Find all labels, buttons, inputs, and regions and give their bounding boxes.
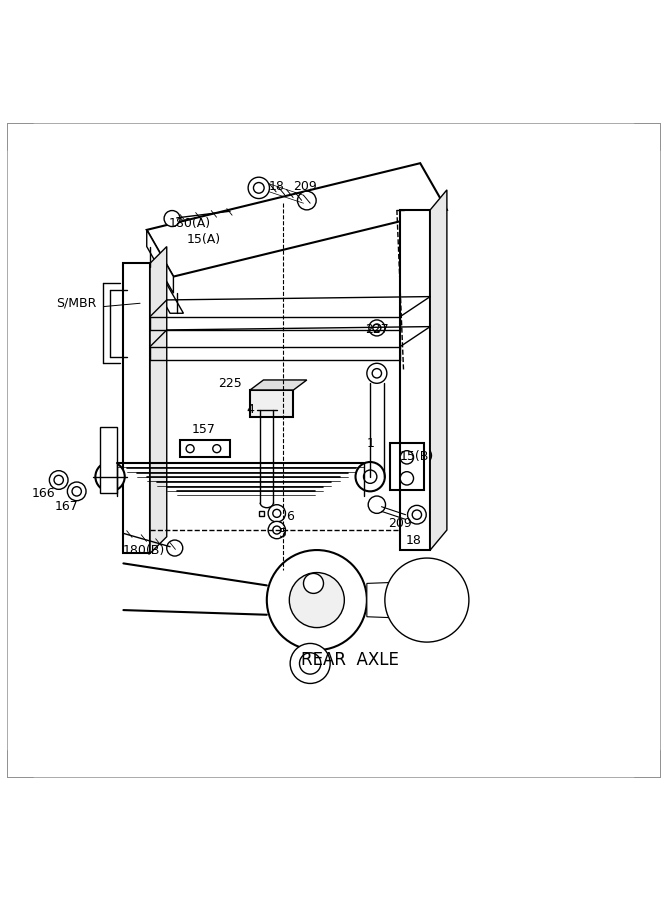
Polygon shape [150, 247, 167, 554]
Circle shape [248, 177, 269, 199]
Circle shape [103, 470, 117, 483]
Circle shape [268, 505, 285, 522]
Circle shape [186, 445, 194, 453]
Circle shape [420, 569, 427, 575]
Circle shape [273, 526, 281, 534]
Polygon shape [143, 266, 183, 313]
Circle shape [392, 597, 399, 603]
Polygon shape [147, 163, 447, 276]
Text: 225: 225 [218, 377, 242, 390]
Polygon shape [430, 190, 447, 550]
Text: S/MBR: S/MBR [57, 297, 97, 310]
Circle shape [367, 364, 387, 383]
Polygon shape [100, 427, 117, 493]
Text: 180(B): 180(B) [122, 544, 165, 556]
Circle shape [299, 652, 321, 674]
Circle shape [164, 211, 180, 227]
Text: REAR  AXLE: REAR AXLE [301, 651, 399, 669]
Circle shape [369, 320, 385, 336]
Polygon shape [367, 581, 420, 619]
Circle shape [167, 540, 183, 556]
Circle shape [290, 644, 330, 683]
Text: 18: 18 [269, 180, 285, 193]
Circle shape [440, 577, 447, 583]
Circle shape [54, 475, 63, 485]
Circle shape [412, 510, 422, 519]
Bar [390, 444, 424, 490]
Circle shape [356, 462, 385, 491]
Polygon shape [147, 230, 173, 293]
Circle shape [273, 509, 281, 518]
Bar [180, 440, 230, 456]
Text: 157: 157 [191, 424, 215, 436]
Text: 4: 4 [246, 403, 254, 417]
Circle shape [303, 573, 323, 593]
Circle shape [289, 572, 344, 627]
Circle shape [387, 563, 460, 637]
Bar [250, 390, 293, 417]
Text: 209: 209 [293, 180, 317, 193]
Circle shape [95, 462, 125, 491]
Circle shape [67, 482, 86, 500]
Circle shape [49, 471, 68, 490]
Circle shape [400, 616, 407, 623]
Text: 1: 1 [366, 436, 374, 450]
Bar [269, 510, 275, 516]
Text: 6: 6 [286, 510, 294, 523]
Circle shape [385, 558, 469, 642]
Circle shape [364, 470, 377, 483]
Text: 166: 166 [31, 487, 55, 500]
Polygon shape [400, 210, 430, 550]
Circle shape [420, 625, 427, 632]
Polygon shape [123, 263, 150, 554]
Circle shape [400, 577, 407, 583]
Circle shape [448, 597, 455, 603]
Circle shape [372, 369, 382, 378]
Circle shape [297, 191, 316, 210]
Text: 227: 227 [365, 323, 389, 337]
Circle shape [72, 487, 81, 496]
Circle shape [373, 324, 381, 332]
Circle shape [268, 521, 285, 539]
Text: 18: 18 [406, 534, 422, 546]
Text: 15(A): 15(A) [186, 233, 221, 247]
Circle shape [368, 496, 386, 513]
Text: 15(B): 15(B) [400, 450, 434, 464]
Circle shape [408, 506, 426, 524]
Circle shape [440, 616, 447, 623]
Text: 5: 5 [279, 526, 287, 540]
Circle shape [213, 445, 221, 453]
Bar [259, 510, 264, 516]
Polygon shape [250, 380, 307, 390]
Text: 167: 167 [55, 500, 79, 513]
Text: 180(A): 180(A) [169, 217, 211, 230]
Circle shape [400, 577, 447, 624]
Circle shape [400, 451, 414, 464]
Circle shape [267, 550, 367, 650]
Circle shape [253, 183, 264, 194]
Circle shape [400, 472, 414, 485]
Text: 209: 209 [388, 517, 412, 530]
